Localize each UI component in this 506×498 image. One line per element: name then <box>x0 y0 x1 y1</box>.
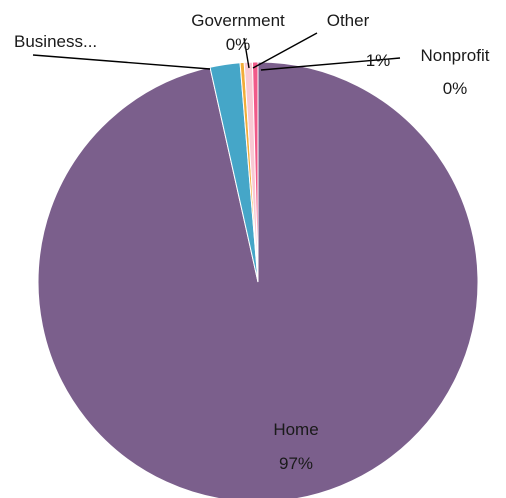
label-home-name: Home <box>273 420 318 439</box>
leader-line-government <box>243 37 250 69</box>
pie-slices <box>37 61 479 498</box>
leader-line-other <box>252 32 318 69</box>
label-business-name: Business... <box>14 32 97 51</box>
label-nonprofit-name: Nonprofit <box>421 46 490 65</box>
pie-slice-nonprofit <box>251 61 259 283</box>
leader-line-business <box>32 54 211 70</box>
label-government-value: 0% <box>226 35 251 54</box>
leader-line-nonprofit <box>260 57 401 71</box>
label-other-value: 1% <box>366 51 391 70</box>
leader-lines <box>32 32 401 71</box>
label-home-value: 97% <box>279 454 313 473</box>
label-nonprofit-value: 0% <box>443 79 468 98</box>
label-government-name: Government <box>191 11 285 30</box>
data-labels: Business... Government 0% Other 1% Nonpr… <box>14 11 490 473</box>
label-other-name: Other <box>327 11 370 30</box>
